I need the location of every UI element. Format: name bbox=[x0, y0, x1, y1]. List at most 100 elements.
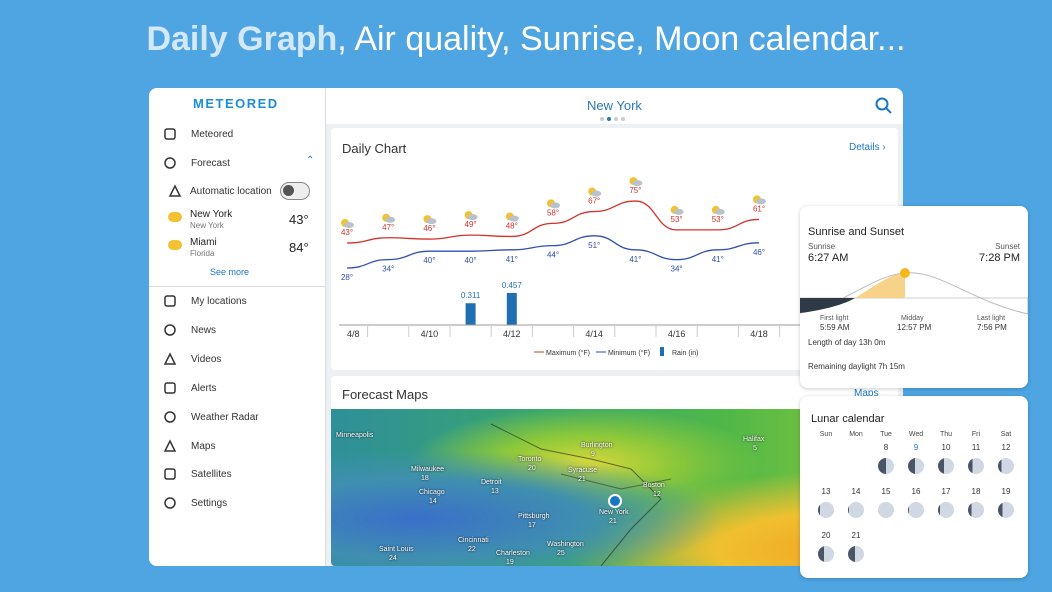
label: Midday bbox=[901, 315, 924, 322]
city-temp: 13 bbox=[491, 488, 499, 495]
date: 9 bbox=[913, 443, 919, 452]
menu-item[interactable]: Weather Radar bbox=[191, 411, 259, 423]
weather-icon bbox=[632, 180, 643, 187]
location-temp: 84° bbox=[289, 240, 309, 255]
city-name: Saint Louis bbox=[379, 546, 414, 553]
location-title[interactable]: New York bbox=[587, 98, 642, 113]
menu-icon bbox=[164, 497, 176, 510]
max-label: 46° bbox=[423, 224, 435, 233]
location-name[interactable]: New York bbox=[190, 209, 233, 220]
menu-icon bbox=[164, 324, 176, 336]
city-name: Cincinnati bbox=[458, 537, 489, 544]
sidebar bbox=[149, 88, 326, 566]
weekday: Fri bbox=[971, 431, 981, 438]
min-label: 41° bbox=[712, 255, 724, 264]
weather-icon bbox=[385, 216, 396, 223]
moon bbox=[938, 458, 954, 474]
weekday: Thu bbox=[939, 431, 953, 438]
location-region: Florida bbox=[190, 249, 215, 258]
menu-icon bbox=[163, 352, 177, 365]
menu-icon bbox=[164, 157, 176, 169]
rain-bar bbox=[465, 303, 476, 325]
weather-icon bbox=[673, 208, 684, 215]
x-tick-label: 4/16 bbox=[668, 329, 686, 339]
menu-item[interactable]: My locations bbox=[191, 296, 247, 307]
headline-rest: , Air quality, Sunrise, Moon calendar... bbox=[337, 20, 906, 58]
location-temp: 43° bbox=[289, 212, 309, 227]
x-tick-label: 4/10 bbox=[421, 329, 439, 339]
card-title: Daily Chart bbox=[342, 141, 407, 156]
menu-icon bbox=[164, 295, 176, 307]
weather-icon bbox=[550, 202, 560, 209]
min-line bbox=[346, 235, 760, 269]
menu-icon bbox=[164, 128, 176, 140]
city-name: Charleston bbox=[496, 550, 530, 557]
auto-location[interactable]: Automatic location bbox=[190, 186, 272, 197]
city-name: Milwaukee bbox=[411, 466, 445, 473]
moon bbox=[938, 502, 954, 518]
menu-item[interactable]: Satellites bbox=[191, 469, 232, 481]
weather-icon bbox=[508, 215, 519, 222]
weather-icon bbox=[467, 214, 478, 221]
time: 7:28 PM bbox=[979, 252, 1020, 264]
moon bbox=[908, 458, 924, 474]
see-more[interactable]: See more bbox=[210, 267, 250, 277]
menu-item[interactable]: Alerts bbox=[191, 382, 217, 394]
menu-item[interactable]: Meteored bbox=[191, 129, 234, 140]
city-name: Boston bbox=[643, 482, 665, 489]
menu-item[interactable]: Forecast bbox=[191, 158, 230, 169]
lunar-card: Lunar calendar Sun Mon Tue Wed Thu Fri Sat 8 9 10… bbox=[800, 396, 1028, 578]
date: 10 bbox=[941, 443, 951, 452]
city-temp: 5 bbox=[753, 445, 757, 452]
weather-icon bbox=[168, 240, 182, 250]
city-name: Burlington bbox=[581, 442, 613, 449]
date: 12 bbox=[1001, 443, 1011, 452]
max-label: 75° bbox=[629, 186, 641, 195]
details-link[interactable]: Details › bbox=[849, 142, 886, 153]
menu-item[interactable]: Settings bbox=[191, 498, 228, 510]
min-label: 44° bbox=[547, 251, 559, 260]
min-label: 40° bbox=[423, 256, 435, 265]
city-temp: 24 bbox=[389, 555, 397, 562]
weekday: Sun bbox=[819, 431, 833, 438]
daily-chart: 0.311 0.457 43° 47° 46° 49° 48° 58° 67° 75° 53° 53°… bbox=[339, 177, 898, 357]
city-temp: 21 bbox=[609, 518, 617, 525]
menu-item[interactable]: Maps bbox=[191, 440, 216, 452]
location-name[interactable]: Miami bbox=[190, 237, 217, 248]
moon bbox=[998, 502, 1014, 518]
time: 6:27 AM bbox=[808, 252, 849, 264]
logo: METEORED bbox=[193, 96, 279, 111]
date: 16 bbox=[911, 487, 921, 496]
min-label: 28° bbox=[341, 273, 353, 282]
remaining-daylight: Remaining daylight 7h 15m bbox=[808, 362, 905, 371]
moon bbox=[848, 546, 864, 562]
menu-icon bbox=[164, 410, 176, 423]
menu-item[interactable]: News bbox=[191, 324, 217, 336]
weekday: Tue bbox=[880, 431, 892, 438]
city-name: Syracuse bbox=[568, 467, 598, 474]
maps-link[interactable]: Maps bbox=[854, 388, 879, 399]
card-title: Forecast Maps bbox=[342, 387, 428, 402]
x-tick-label: 4/14 bbox=[585, 329, 603, 339]
max-label: 43° bbox=[341, 228, 353, 237]
city-name: Minneapolis bbox=[336, 432, 374, 439]
min-label: 51° bbox=[588, 241, 600, 250]
chevron: ⌃ bbox=[306, 155, 315, 166]
max-label: 49° bbox=[465, 220, 477, 229]
menu-item[interactable]: Videos bbox=[191, 353, 222, 365]
date: 8 bbox=[883, 443, 889, 452]
page-dots bbox=[600, 117, 625, 121]
city-temp: 19 bbox=[506, 559, 514, 566]
weather-icon bbox=[426, 218, 437, 225]
time: 5:59 AM bbox=[820, 323, 850, 332]
search-icon[interactable] bbox=[875, 97, 893, 115]
city-name: Chicago bbox=[419, 489, 445, 496]
location-region: New York bbox=[190, 221, 224, 230]
min-label: 41° bbox=[629, 255, 641, 264]
card-title: Sunrise and Sunset bbox=[808, 226, 905, 238]
city-temp: 17 bbox=[528, 522, 536, 529]
details-text[interactable]: Details bbox=[849, 142, 880, 153]
min-label: 46° bbox=[753, 248, 765, 257]
min-label: 34° bbox=[382, 265, 394, 274]
